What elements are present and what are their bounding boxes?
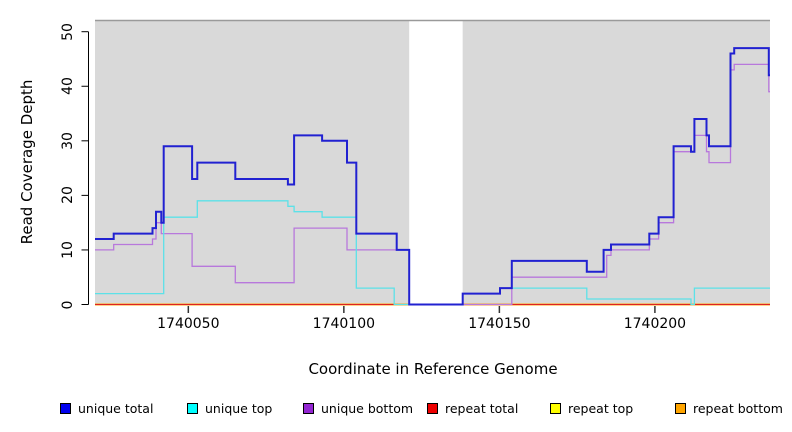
legend-item-unique-bottom: unique bottom	[303, 399, 413, 417]
legend-swatch-icon	[550, 402, 561, 414]
series-unique-bottom	[95, 63, 770, 306]
legend-label: repeat total	[445, 400, 519, 416]
legend-label: unique top	[205, 400, 273, 416]
x-tick-label: 1740050	[157, 316, 220, 332]
legend-label: repeat top	[568, 400, 634, 416]
legend-swatch-icon	[187, 402, 198, 414]
legend-label: unique bottom	[321, 400, 414, 416]
y-tick-label: 20	[60, 186, 76, 205]
legend-item-unique-top: unique top	[187, 399, 272, 417]
y-tick-label: 30	[60, 131, 76, 150]
y-tick-label: 10	[60, 241, 76, 259]
y-tick-label: 40	[60, 77, 76, 96]
x-tick-label: 1740100	[312, 316, 376, 332]
legend-item-unique-total: unique total	[60, 399, 153, 417]
legend-item-repeat-bottom: repeat bottom	[675, 399, 783, 417]
legend-item-repeat-total: repeat total	[427, 399, 518, 417]
legend-swatch-icon	[675, 402, 686, 414]
x-tick-label: 1740150	[468, 316, 531, 332]
legend: unique total unique top unique bottom repea…	[0, 399, 792, 419]
legend-swatch-icon	[427, 402, 438, 414]
legend-item-repeat-top: repeat top	[550, 399, 633, 417]
plot-bg-left	[95, 20, 410, 305]
series-unique-top	[95, 200, 770, 306]
y-axis-title: Read Coverage Depth	[18, 79, 36, 245]
legend-label: unique total	[78, 400, 154, 416]
x-tick-label: 1740200	[623, 316, 687, 332]
y-tick-label: 50	[60, 22, 76, 41]
legend-swatch-icon	[60, 402, 71, 414]
legend-swatch-icon	[303, 402, 314, 414]
x-axis-title: Coordinate in Reference Genome	[308, 360, 558, 378]
legend-label: repeat bottom	[693, 400, 783, 416]
y-tick-label: 0	[60, 300, 76, 309]
series-unique-total	[95, 47, 770, 306]
